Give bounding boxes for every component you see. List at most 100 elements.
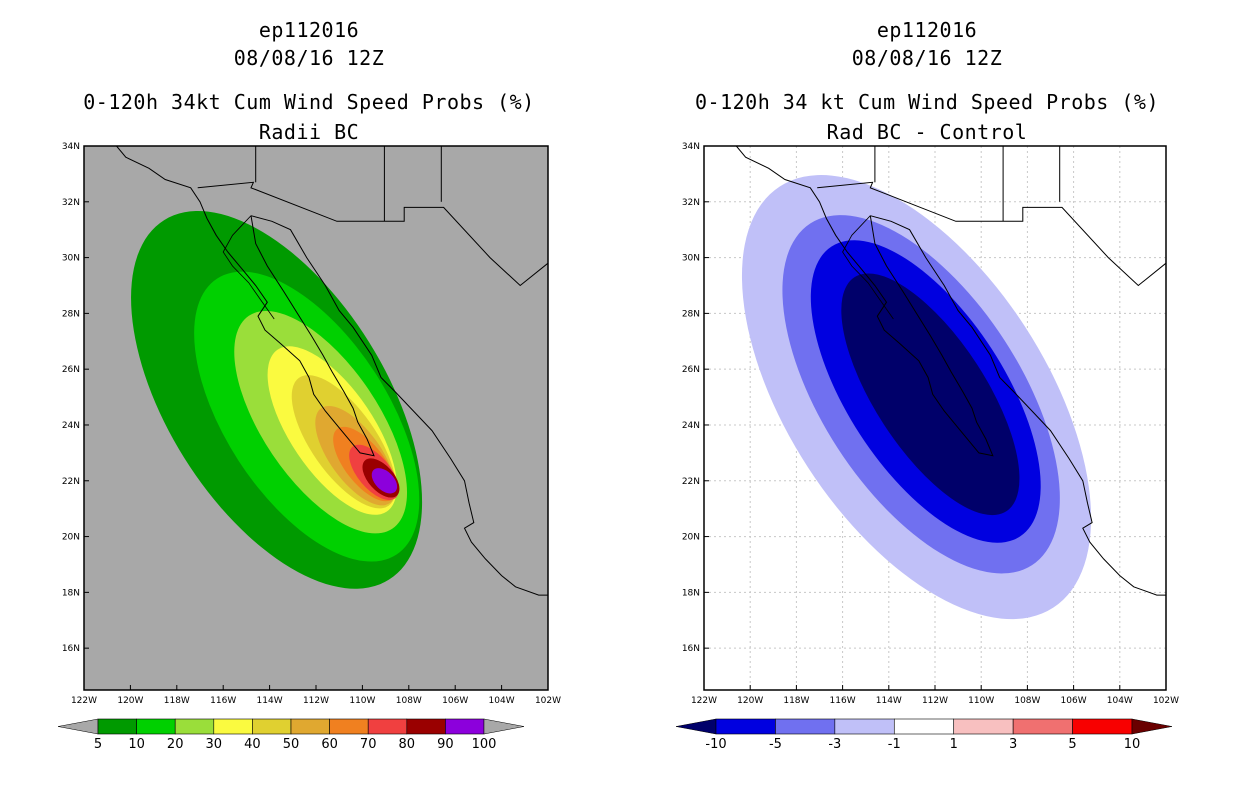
y-tick-label: 34N xyxy=(62,142,80,152)
y-tick-label: 16N xyxy=(682,644,700,654)
colorbar-label: 90 xyxy=(437,737,454,752)
right-chart-title: 0-120h 34 kt Cum Wind Speed Probs (%) xyxy=(694,90,1160,114)
right-storm-id: ep112016 xyxy=(876,18,978,42)
colorbar-segment xyxy=(329,718,369,735)
y-tick-label: 26N xyxy=(682,365,700,375)
colorbar-segment xyxy=(290,718,330,735)
y-tick-label: 26N xyxy=(62,365,80,375)
colorbar-label: 3 xyxy=(1009,737,1017,752)
plot-area xyxy=(704,146,1166,690)
colorbar-segment xyxy=(715,718,776,735)
x-tick-label: 118W xyxy=(783,696,809,706)
x-tick-label: 102W xyxy=(535,696,561,706)
left-datetime: 08/08/16 12Z xyxy=(233,46,385,70)
y-tick-label: 32N xyxy=(682,198,700,208)
left-storm-id: ep112016 xyxy=(258,18,360,42)
colorbar-label: -3 xyxy=(828,737,841,752)
y-tick-label: 30N xyxy=(682,254,700,264)
x-tick-label: 112W xyxy=(922,696,948,706)
colorbar-label: 10 xyxy=(128,737,145,752)
contour-level-90 xyxy=(371,468,398,494)
colorbar-segment xyxy=(953,718,1014,735)
border-us-mexico xyxy=(197,181,548,287)
colorbar-right-arrow xyxy=(483,718,525,735)
colorbar-label: 80 xyxy=(399,737,416,752)
x-tick-label: 120W xyxy=(737,696,763,706)
x-tick-label: 110W xyxy=(349,696,375,706)
colorbar-label: 30 xyxy=(206,737,223,752)
y-tick-label: 20N xyxy=(682,533,700,543)
x-tick-label: 102W xyxy=(1153,696,1179,706)
colorbar-label: 20 xyxy=(167,737,184,752)
x-tick-label: 112W xyxy=(303,696,329,706)
x-tick-label: 104W xyxy=(1107,696,1133,706)
colorbar-segment xyxy=(174,718,215,735)
y-tick-label: 22N xyxy=(682,477,700,487)
coastline-mainland xyxy=(870,215,1166,596)
colorbar-label: 50 xyxy=(283,737,300,752)
left-chart-subtitle: Radii BC xyxy=(258,120,360,144)
colorbar-segment xyxy=(1012,718,1073,735)
colorbar-segment xyxy=(97,718,137,735)
colorbar-label: 60 xyxy=(321,737,338,752)
colorbar-label: 100 xyxy=(472,737,497,752)
chart-panel-1: 122W 120W 118W 116W 114W 112W 110W 108W 106W 104W… xyxy=(57,142,561,752)
x-tick-label: 120W xyxy=(117,696,143,706)
y-tick-label: 32N xyxy=(62,198,80,208)
x-tick-label: 122W xyxy=(71,696,97,706)
x-tick-label: 110W xyxy=(968,696,994,706)
colorbar-label: 10 xyxy=(1124,737,1141,752)
colorbar-left-arrow xyxy=(675,718,717,735)
colorbar-label: -10 xyxy=(705,737,726,752)
colorbar-segment xyxy=(252,718,292,735)
y-tick-label: 22N xyxy=(62,477,80,487)
x-tick-label: 114W xyxy=(876,696,902,706)
colorbar-1: 5 10 20 30 40 50 60 70 80 90 100 xyxy=(57,718,525,752)
right-datetime: 08/08/16 12Z xyxy=(851,46,1003,70)
colorbar-segment xyxy=(834,718,895,735)
y-tick-label: 34N xyxy=(682,142,700,152)
y-tick-label: 24N xyxy=(682,421,700,431)
y-tick-label: 30N xyxy=(62,254,80,264)
plot-area xyxy=(116,146,548,596)
y-tick-label: 20N xyxy=(62,533,80,543)
x-tick-label: 122W xyxy=(691,696,717,706)
x-tick-label: 106W xyxy=(1061,696,1087,706)
left-chart-title: 0-120h 34kt Cum Wind Speed Probs (%) xyxy=(83,90,535,114)
right-chart-subtitle: Rad BC - Control xyxy=(826,120,1028,144)
colorbar-label: 70 xyxy=(360,737,377,752)
colorbar-segment xyxy=(445,718,485,735)
x-tick-label: 108W xyxy=(1014,696,1040,706)
y-tick-label: 28N xyxy=(682,309,700,319)
colorbar-segment xyxy=(406,718,446,735)
x-tick-label: 118W xyxy=(164,696,190,706)
colorbar-label: 5 xyxy=(94,737,102,752)
colorbar-segment xyxy=(775,718,836,735)
colorbar-right-arrow xyxy=(1131,718,1173,735)
x-tick-label: 106W xyxy=(442,696,468,706)
x-tick-label: 114W xyxy=(257,696,283,706)
y-tick-label: 24N xyxy=(62,421,80,431)
x-tick-label: 108W xyxy=(396,696,422,706)
x-tick-label: 116W xyxy=(210,696,236,706)
colorbar-label: 5 xyxy=(1068,737,1076,752)
colorbar-label: 40 xyxy=(244,737,261,752)
state-border-baja xyxy=(842,215,894,320)
contour-level-neg10 xyxy=(841,273,1020,516)
x-tick-label: 104W xyxy=(489,696,515,706)
y-tick-label: 18N xyxy=(682,588,700,598)
colorbar-segment xyxy=(213,718,253,735)
border-us-mexico xyxy=(817,181,1166,287)
colorbar-segment xyxy=(1072,718,1133,735)
x-tick-label: 116W xyxy=(830,696,856,706)
colorbar-segment xyxy=(893,718,955,735)
state-border-baja xyxy=(222,215,275,320)
y-tick-label: 28N xyxy=(62,309,80,319)
colorbar-left-arrow xyxy=(57,718,99,735)
coastline-baja xyxy=(735,146,994,457)
colorbar-2: -10 -5 -3 -1 1 3 5 10 xyxy=(675,718,1173,752)
colorbar-label: 1 xyxy=(950,737,958,752)
y-tick-label: 18N xyxy=(62,588,80,598)
colorbar-segment xyxy=(136,718,176,735)
